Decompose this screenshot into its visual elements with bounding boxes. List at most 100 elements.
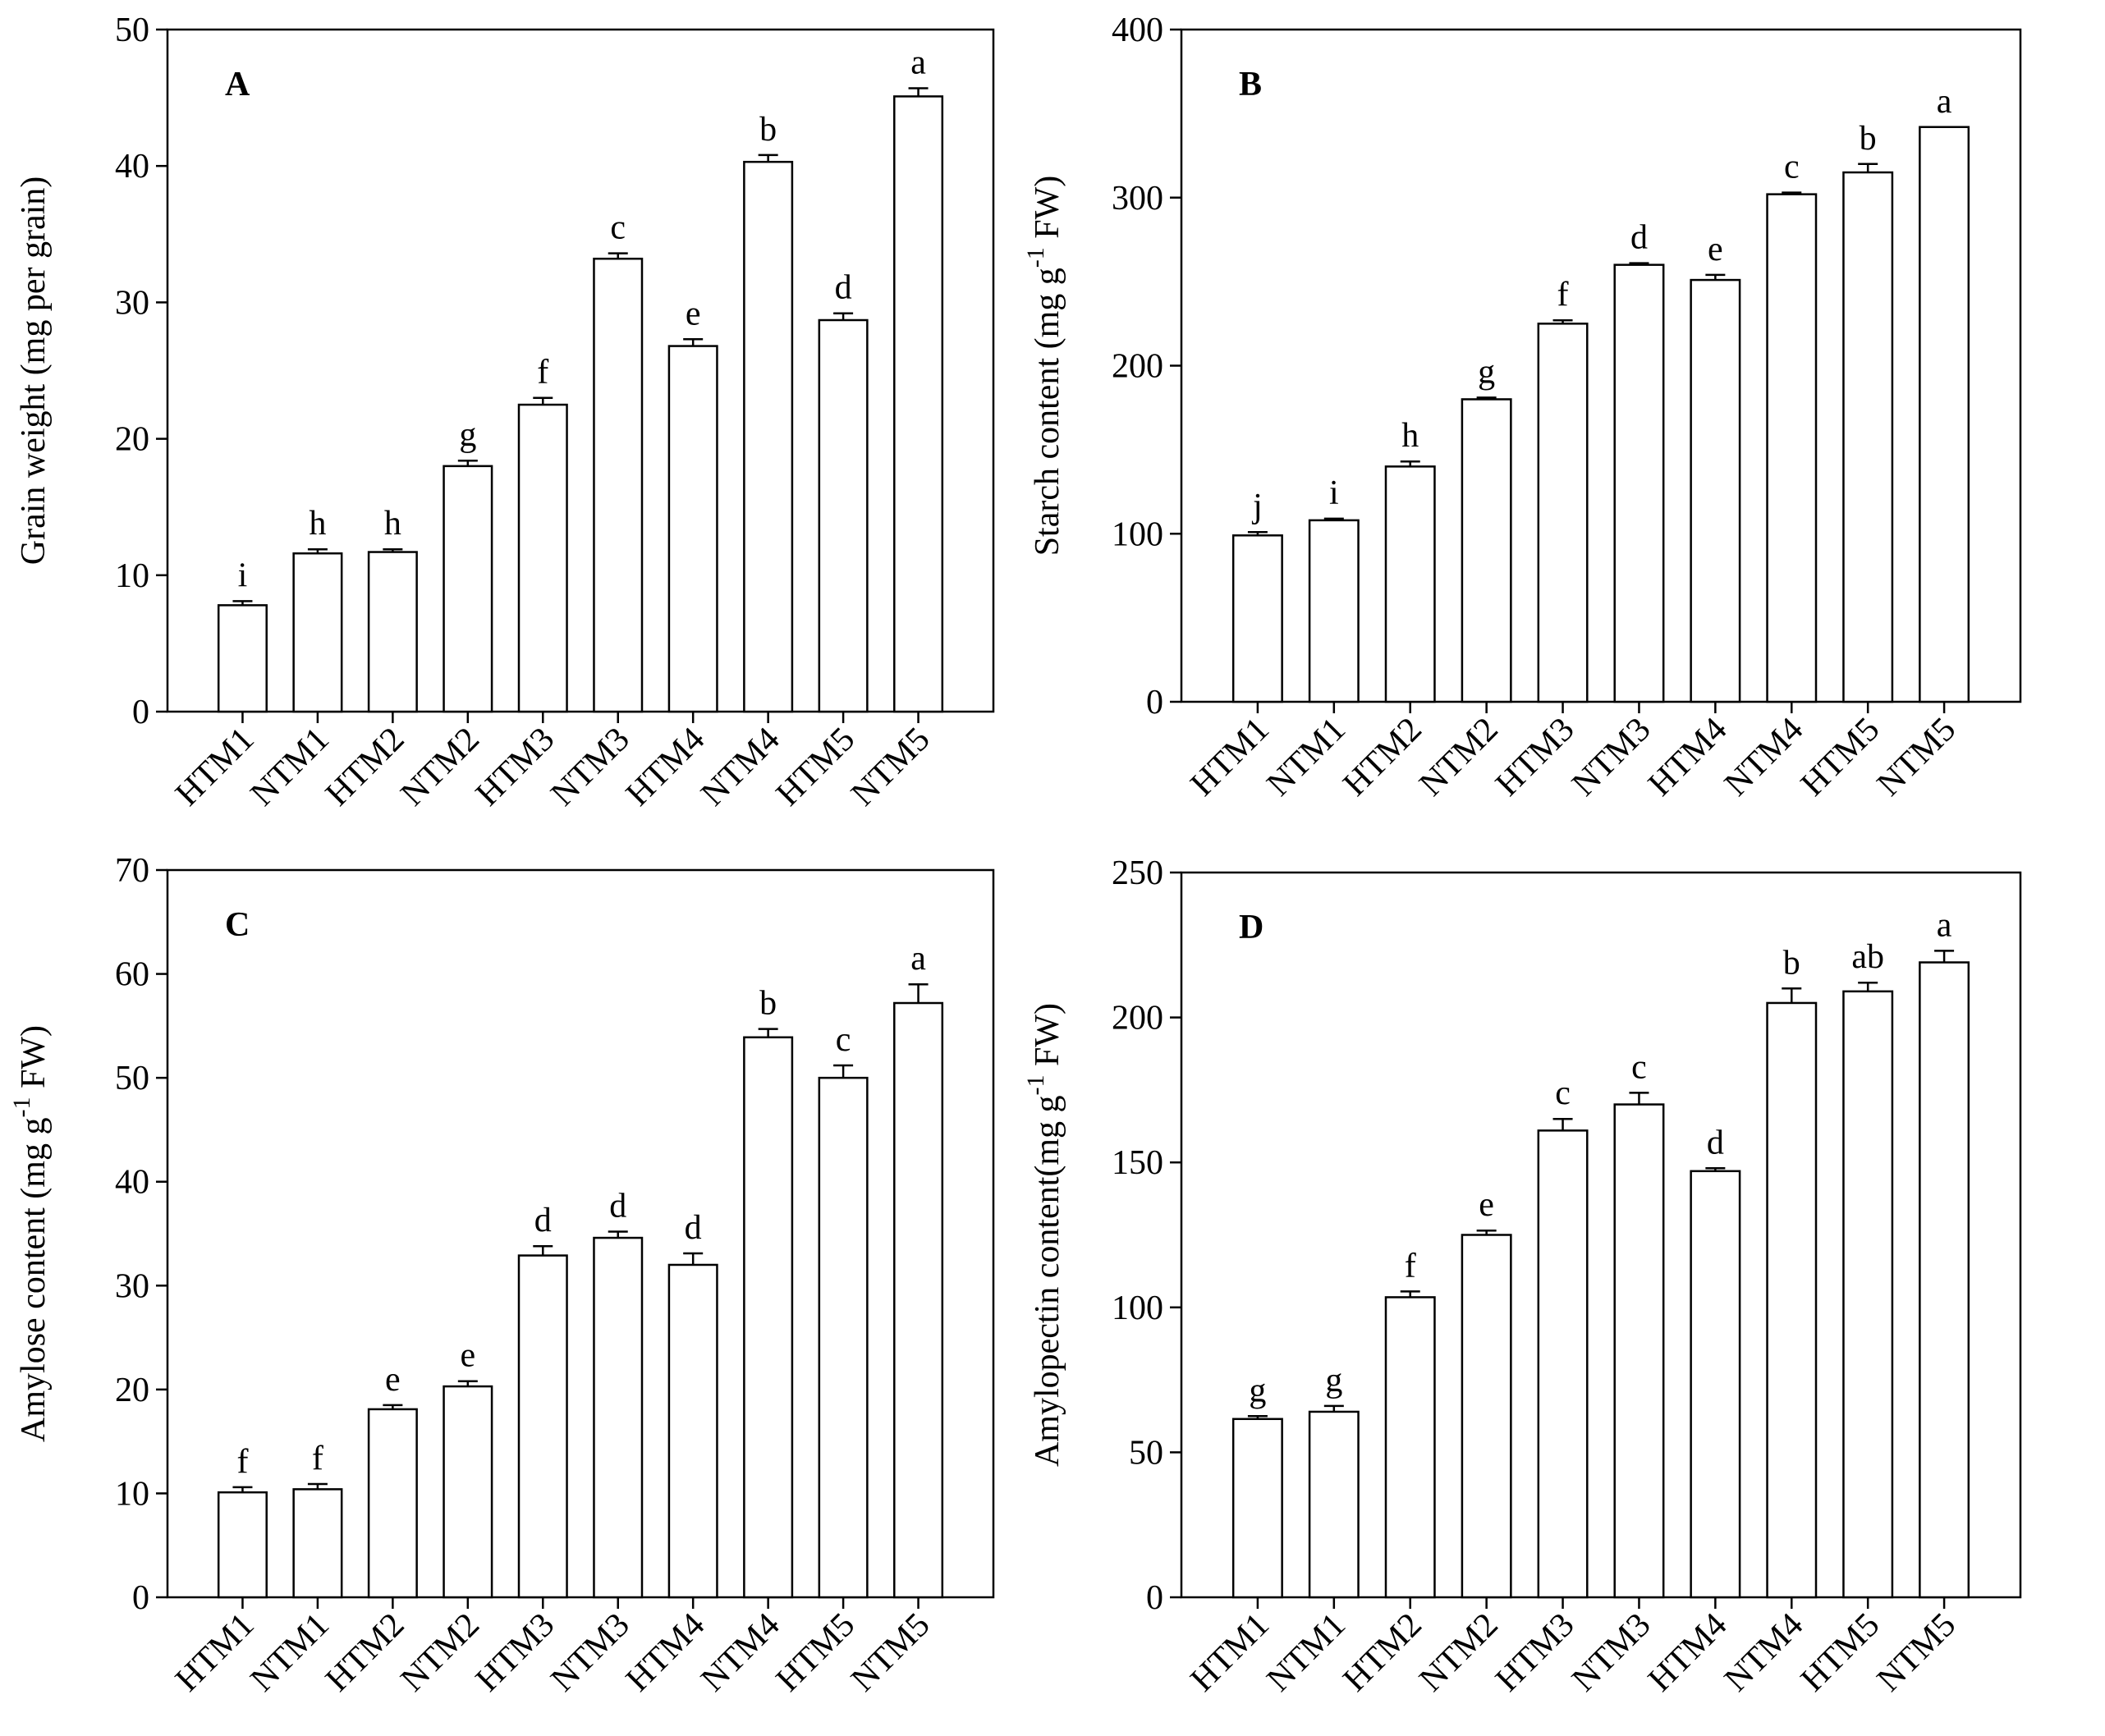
panel-label: B (1239, 66, 1262, 103)
error-bar (758, 153, 778, 163)
bar (593, 257, 644, 713)
bar (893, 95, 944, 713)
y-label-superscript: -1 (8, 1097, 35, 1118)
y-tick-label: 150 (1112, 1144, 1163, 1182)
x-tick-label: HTM4 (1641, 1606, 1734, 1699)
y-label-text: Grain weight (mg per grain) (15, 176, 53, 566)
bar (1537, 1129, 1589, 1599)
x-tick-label: NTM4 (1717, 711, 1810, 804)
x-tick-label: NTM2 (1412, 1606, 1505, 1699)
significance-letter: a (910, 940, 926, 978)
bar (1613, 263, 1665, 703)
x-tick-label: HTM2 (1336, 1606, 1429, 1699)
bar (743, 1036, 794, 1599)
panel-label: C (225, 906, 250, 944)
significance-letter: f (1405, 1247, 1416, 1285)
y-tick-label: 250 (1112, 854, 1163, 892)
error-bar (1476, 1229, 1497, 1235)
significance-letter: d (534, 1202, 552, 1239)
x-tick-label: NTM2 (1412, 711, 1505, 804)
panel-label: D (1239, 909, 1263, 946)
significance-letter: f (1557, 276, 1569, 314)
x-tick-label: HTM4 (619, 1606, 712, 1699)
y-tick-label: 300 (1112, 180, 1163, 218)
y-label-text: Amylopectin content(mg g (1029, 1095, 1066, 1467)
bar (1231, 1418, 1283, 1599)
bar (1308, 1410, 1360, 1599)
y-axis-label: Grain weight (mg per grain) (15, 176, 53, 566)
error-bar (1400, 460, 1420, 467)
y-tick-label: 70 (115, 852, 149, 890)
y-tick-label: 0 (132, 694, 149, 731)
significance-letter: f (236, 1443, 248, 1481)
bar (1766, 1001, 1818, 1599)
y-axis-label: Starch content (mg g-1 FW) (1022, 176, 1066, 557)
y-label-superscript: -1 (1022, 247, 1049, 268)
significance-letter: b (1860, 120, 1877, 158)
plot-frame (1180, 871, 2022, 1599)
bar (1842, 171, 1894, 703)
y-label-superscript: -1 (1022, 1074, 1049, 1095)
significance-letter: h (309, 505, 326, 543)
bar (292, 1488, 343, 1599)
x-tick-label: NTM1 (1260, 711, 1353, 804)
error-bar (1629, 262, 1649, 265)
significance-letter: e (1479, 1186, 1494, 1224)
bar (1308, 519, 1360, 703)
bar (1613, 1103, 1665, 1599)
panel-label: A (225, 66, 250, 103)
significance-letter: d (1707, 1124, 1724, 1161)
plot-frame (1180, 28, 2022, 703)
significance-letter: d (835, 269, 852, 307)
error-bar (908, 983, 929, 1004)
significance-letter: e (460, 1337, 475, 1375)
significance-letter: ab (1851, 938, 1884, 976)
x-tick-label: HTM3 (469, 1606, 562, 1699)
error-bar (307, 1482, 328, 1490)
y-tick-label: 400 (1112, 11, 1163, 49)
x-tick-label: NTM4 (1717, 1606, 1810, 1699)
error-bar (608, 1230, 628, 1239)
significance-letter: h (1401, 417, 1419, 455)
bar (1384, 1296, 1436, 1599)
bar (1231, 534, 1283, 703)
error-bar (232, 1486, 253, 1493)
bar (517, 403, 568, 713)
x-tick-label: NTM3 (1565, 1606, 1658, 1699)
error-bar (457, 1380, 478, 1387)
bar (367, 551, 418, 713)
x-tick-label: HTM5 (769, 1606, 862, 1699)
significance-letter: f (312, 1440, 323, 1477)
error-bar (1323, 517, 1344, 520)
x-tick-label: NTM4 (694, 1606, 787, 1699)
significance-letter: i (238, 557, 248, 594)
y-tick-label: 20 (115, 421, 149, 459)
significance-letter: a (910, 44, 926, 81)
x-tick-label: NTM3 (1565, 711, 1658, 804)
y-tick-label: 200 (1112, 1000, 1163, 1037)
plot-frame (166, 28, 995, 713)
y-tick-label: 0 (1146, 684, 1163, 721)
bar (367, 1408, 418, 1599)
y-tick-label: 60 (115, 956, 149, 994)
y-tick-label: 100 (1112, 515, 1163, 553)
error-bar (683, 338, 704, 346)
y-tick-label: 30 (115, 1267, 149, 1305)
error-bar (1705, 1167, 1726, 1171)
x-tick-label: NTM1 (1260, 1606, 1353, 1699)
bar (1919, 126, 1970, 703)
y-axis-label: Amylopectin content(mg g-1 FW) (1022, 1003, 1066, 1467)
x-tick-label: NTM1 (244, 1606, 337, 1699)
x-tick-label: NTM1 (244, 721, 337, 813)
error-bar (232, 600, 253, 606)
x-tick-label: NTM5 (844, 1606, 937, 1699)
x-tick-label: HTM1 (1184, 711, 1277, 804)
error-bar (1782, 191, 1802, 195)
x-tick-label: NTM3 (543, 1606, 636, 1699)
bar (443, 1385, 493, 1599)
significance-letter: g (1249, 1372, 1266, 1409)
error-bar (908, 87, 929, 97)
y-tick-label: 200 (1112, 348, 1163, 386)
y-tick-label: 40 (115, 148, 149, 186)
y-tick-label: 10 (115, 1475, 149, 1513)
